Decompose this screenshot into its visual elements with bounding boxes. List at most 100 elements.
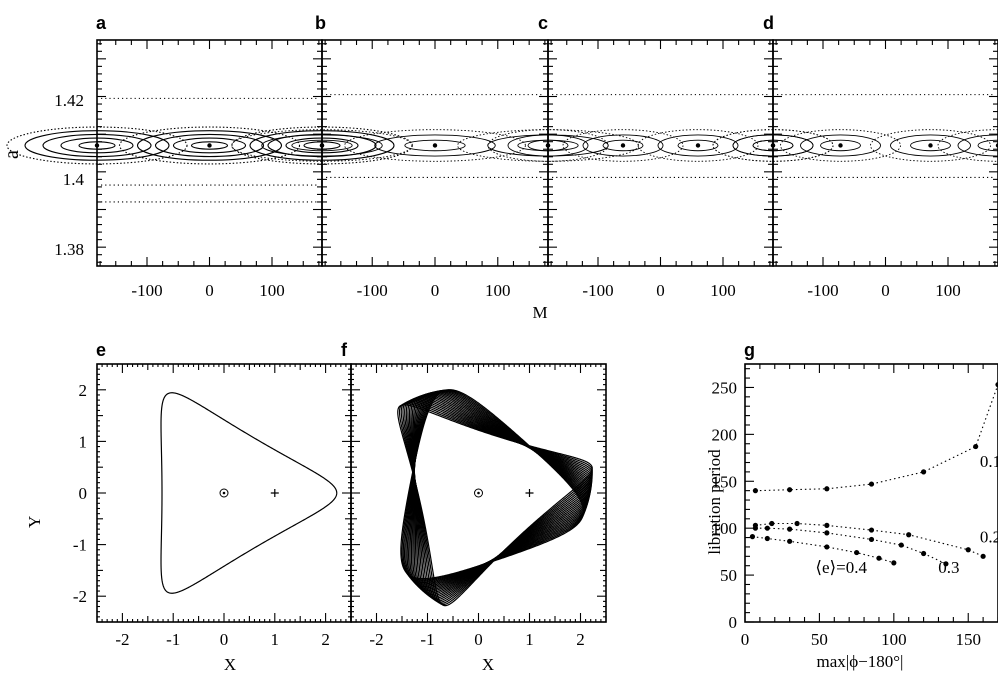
data-point-3 [749,534,756,540]
top-xlabel: M [532,303,547,322]
data-point-0 [752,488,759,494]
series-line-2 [755,527,947,565]
island-contour-c [507,134,589,157]
island-contour-b [291,139,353,152]
xtick-label-g: 100 [881,630,907,649]
panel-label-c: c [538,13,548,33]
data-point-1 [769,520,775,527]
xtick-label-f: 1 [525,630,534,649]
xtick-label-d: 0 [881,281,890,300]
island-center-b [432,143,438,148]
data-point-3 [854,549,860,556]
xtick-label-a: 0 [205,281,214,300]
data-point-0 [995,382,998,388]
xtick-label-d: -100 [807,281,838,300]
data-point-0 [920,469,927,475]
orbit-xlabel-e: X [224,655,236,674]
frame-panel-c [547,39,774,267]
island-contour-c [562,129,684,162]
data-point-0 [973,443,979,450]
island-center-d [770,143,776,148]
xtick-label-g: 0 [741,630,750,649]
series-line-0 [755,384,998,492]
island-contour-d [752,139,794,152]
island-contour-c [527,139,569,152]
ytick-label-1-4: 1.4 [63,170,85,189]
island-contour-a [60,137,134,154]
island-center-c [695,143,701,148]
island-contour-a [136,130,283,161]
island-center-c [545,143,551,148]
island-contour-d [977,139,998,152]
xtick-label-b: -100 [357,281,388,300]
panel-label-g: g [744,340,755,360]
xtick-label-c: 0 [656,281,665,300]
g-xlabel: max|ϕ−180°| [817,652,904,671]
panel-label-d: d [763,13,774,33]
ytick-label-e: 0 [79,484,88,503]
data-point-2 [787,526,793,532]
panel-label-b: b [315,13,326,33]
island-center-a [94,143,100,148]
island-contour-b [404,139,466,152]
island-contour-c [637,129,759,162]
island-contour-d [890,134,971,157]
ytick-label-e: 1 [79,432,88,451]
island-center-d [838,143,843,148]
ytick-label-1-42: 1.42 [54,91,84,110]
orbit-curve-f [397,404,593,607]
orbit-ylabel: Y [25,516,44,528]
ytick-label-g: 50 [720,566,737,585]
island-contour-b [457,129,639,162]
island-contour-a [285,137,359,154]
ytick-label-g: 250 [712,378,738,397]
ytick-label-e: -1 [73,536,87,555]
xtick-label-a: -100 [131,281,162,300]
xtick-label-c: 100 [710,281,736,300]
series-label-3: ⟨e⟩=0.4 [815,558,867,577]
star-center-f [477,491,480,495]
island-contour-d [957,134,998,157]
island-center-d [995,143,998,148]
data-point-3 [891,560,897,566]
island-contour-c [677,139,719,152]
island-contour-d [820,139,861,152]
island-contour-d [780,129,901,162]
island-contour-a [172,137,247,154]
xtick-label-g: 50 [811,630,828,649]
data-point-1 [980,553,986,559]
island-contour-b [231,129,413,162]
ytick-label-g: 150 [712,472,738,491]
island-contour-d [732,134,814,157]
xtick-label-e: -2 [115,630,129,649]
ytick-label-1-38: 1.38 [54,240,84,259]
island-contour-a [6,126,188,165]
island-contour-d [910,139,951,152]
star-marker-e [219,488,229,498]
xtick-label-e: 1 [271,630,280,649]
data-point-2 [824,530,830,536]
frames-layer: -100 0 100 -100 0 100 -100 0 100 -100 0 100-2-2-1-1… [73,39,998,649]
island-contour-a [249,130,395,161]
data-point-2 [920,550,927,557]
island-center-d [928,143,933,148]
island-contour-a [42,133,152,158]
xtick-label-e: -1 [166,630,180,649]
xtick-label-b: 0 [431,281,440,300]
series-label-1: 0.2 [980,527,998,546]
star-center-e [222,491,226,495]
data-point-0 [787,487,793,493]
orbit-xlabel-f: X [482,655,494,674]
data-point-3 [787,538,793,544]
data-point-1 [906,532,912,538]
island-contour-d [870,129,991,162]
island-center-c [620,143,626,148]
xtick-label-e: 2 [321,630,330,649]
data-point-1 [794,520,800,527]
panel-label-a: a [96,13,107,33]
island-contour-a [190,141,229,150]
xtick-label-f: 2 [576,630,585,649]
data-point-3 [824,544,830,550]
xtick-label-g: 150 [955,630,981,649]
